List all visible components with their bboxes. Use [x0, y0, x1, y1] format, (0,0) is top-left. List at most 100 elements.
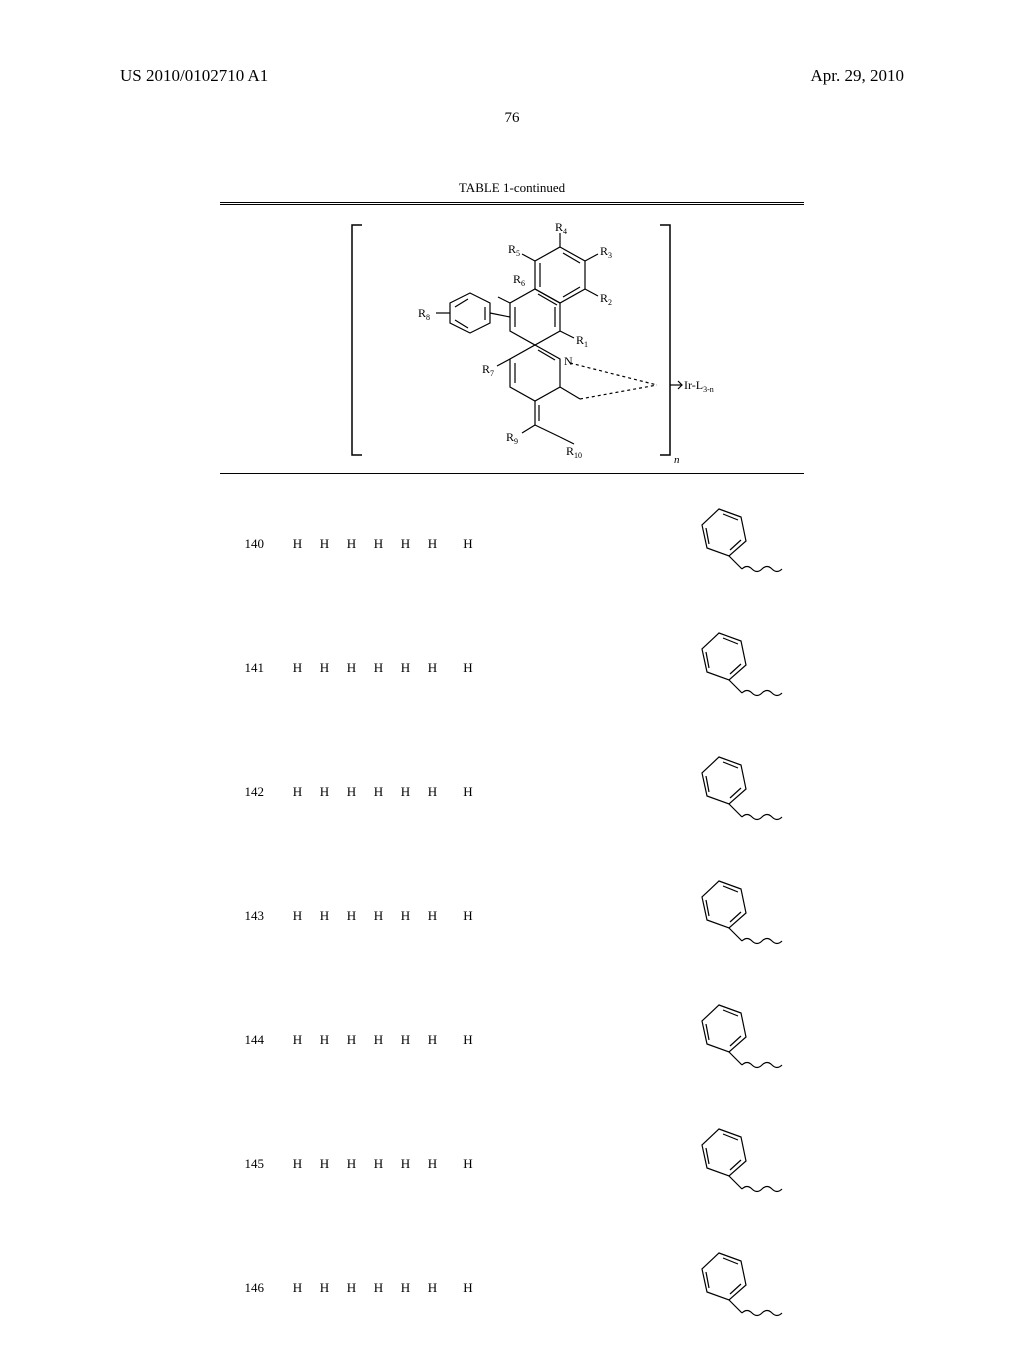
- row-r4: H: [365, 784, 392, 800]
- row-r2: H: [311, 908, 338, 924]
- svg-text:R3: R3: [600, 244, 612, 260]
- substituent-structure: [674, 993, 804, 1088]
- row-r7: H: [446, 1032, 490, 1048]
- table-top-rule: [220, 202, 804, 203]
- row-r3: H: [338, 1156, 365, 1172]
- chemical-structure-header: N: [220, 215, 804, 465]
- phenyl-wavy-icon: [684, 1117, 794, 1212]
- table-row: 144 H H H H H H H: [220, 978, 804, 1102]
- row-r5: H: [392, 1280, 419, 1296]
- substituent-structure: [674, 869, 804, 964]
- substituent-structure: [674, 1117, 804, 1212]
- row-r7: H: [446, 908, 490, 924]
- substituent-structure: [674, 497, 804, 592]
- table-row: 143 H H H H H H H: [220, 854, 804, 978]
- table-row: 142 H H H H H H H: [220, 730, 804, 854]
- table-container: TABLE 1-continued: [220, 180, 804, 1350]
- row-id: 141: [220, 660, 284, 676]
- phenyl-wavy-icon: [684, 497, 794, 592]
- substituent-structure: [674, 745, 804, 840]
- phenyl-wavy-icon: [684, 993, 794, 1088]
- row-r2: H: [311, 1280, 338, 1296]
- row-r7: H: [446, 660, 490, 676]
- row-r4: H: [365, 908, 392, 924]
- row-r6: H: [419, 1280, 446, 1296]
- row-r3: H: [338, 536, 365, 552]
- phenyl-wavy-icon: [684, 1241, 794, 1336]
- row-id: 144: [220, 1032, 284, 1048]
- row-id: 143: [220, 908, 284, 924]
- svg-text:R10: R10: [566, 444, 582, 460]
- svg-text:R8: R8: [418, 306, 430, 322]
- chemical-structure-svg: N: [282, 215, 742, 465]
- row-r5: H: [392, 908, 419, 924]
- row-r2: H: [311, 784, 338, 800]
- row-id: 140: [220, 536, 284, 552]
- row-r6: H: [419, 784, 446, 800]
- row-id: 145: [220, 1156, 284, 1172]
- row-r6: H: [419, 536, 446, 552]
- svg-text:R9: R9: [506, 430, 518, 446]
- row-r3: H: [338, 1032, 365, 1048]
- row-r1: H: [284, 536, 311, 552]
- row-r7: H: [446, 536, 490, 552]
- row-r4: H: [365, 536, 392, 552]
- table-row: 140 H H H H H H H: [220, 482, 804, 606]
- substituent-structure: [674, 1241, 804, 1336]
- row-r3: H: [338, 784, 365, 800]
- row-r1: H: [284, 1032, 311, 1048]
- row-r4: H: [365, 1156, 392, 1172]
- row-r4: H: [365, 1280, 392, 1296]
- table-row: 145 H H H H H H H: [220, 1102, 804, 1226]
- row-r7: H: [446, 1156, 490, 1172]
- phenyl-wavy-icon: [684, 869, 794, 964]
- phenyl-wavy-icon: [684, 621, 794, 716]
- table-title: TABLE 1-continued: [220, 180, 804, 196]
- row-r5: H: [392, 1156, 419, 1172]
- svg-text:Ir-L3-n: Ir-L3-n: [684, 378, 714, 394]
- row-r4: H: [365, 1032, 392, 1048]
- substituent-structure: [674, 621, 804, 716]
- row-r7: H: [446, 1280, 490, 1296]
- svg-text:R6: R6: [513, 272, 525, 288]
- svg-text:R4: R4: [555, 220, 567, 236]
- table-inner-rule-top: [220, 204, 804, 205]
- svg-text:R7: R7: [482, 362, 494, 378]
- row-r5: H: [392, 1032, 419, 1048]
- row-id: 146: [220, 1280, 284, 1296]
- row-r5: H: [392, 536, 419, 552]
- row-r1: H: [284, 1156, 311, 1172]
- table-row: 146 H H H H H H H: [220, 1226, 804, 1350]
- svg-text:n: n: [674, 454, 680, 465]
- row-r4: H: [365, 660, 392, 676]
- row-id: 142: [220, 784, 284, 800]
- row-r2: H: [311, 1156, 338, 1172]
- publication-date: Apr. 29, 2010: [811, 66, 905, 86]
- row-r5: H: [392, 784, 419, 800]
- row-r6: H: [419, 1032, 446, 1048]
- row-r2: H: [311, 536, 338, 552]
- page-number: 76: [0, 110, 1024, 127]
- row-r1: H: [284, 1280, 311, 1296]
- row-r1: H: [284, 908, 311, 924]
- row-r2: H: [311, 1032, 338, 1048]
- row-r5: H: [392, 660, 419, 676]
- row-r6: H: [419, 908, 446, 924]
- row-r3: H: [338, 660, 365, 676]
- row-r6: H: [419, 1156, 446, 1172]
- row-r3: H: [338, 1280, 365, 1296]
- svg-text:R5: R5: [508, 242, 520, 258]
- row-r2: H: [311, 660, 338, 676]
- row-r7: H: [446, 784, 490, 800]
- publication-number: US 2010/0102710 A1: [120, 66, 268, 86]
- table-rows: 140 H H H H H H H: [220, 482, 804, 1350]
- table-inner-rule-bottom: [220, 473, 804, 474]
- row-r1: H: [284, 660, 311, 676]
- phenyl-wavy-icon: [684, 745, 794, 840]
- svg-text:R2: R2: [600, 291, 612, 307]
- svg-text:N: N: [564, 354, 573, 368]
- table-row: 141 H H H H H H H: [220, 606, 804, 730]
- row-r3: H: [338, 908, 365, 924]
- row-r6: H: [419, 660, 446, 676]
- svg-text:R1: R1: [576, 333, 588, 349]
